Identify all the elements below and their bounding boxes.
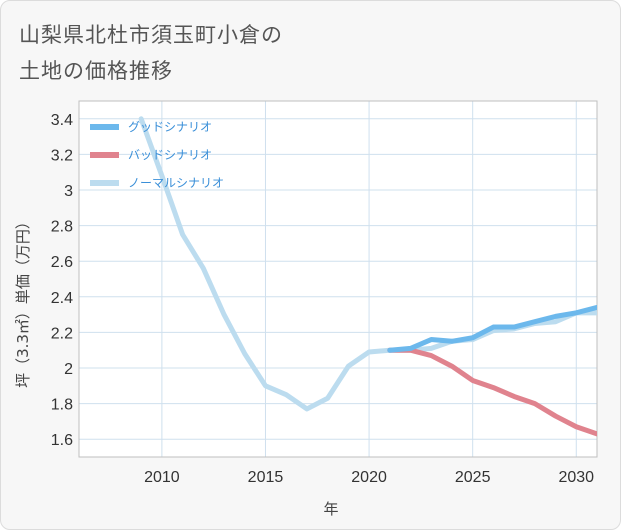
y-tick-label: 3.2 (51, 147, 73, 164)
series-line-0 (387, 304, 597, 353)
legend-label-2: ノーマルシナリオ (128, 176, 224, 190)
y-tick-label: 1.6 (51, 432, 73, 449)
y-tick-label: 1.8 (51, 397, 73, 414)
y-axis-ticks: 1.6 1.8 2 2.2 2.4 2.6 2.8 3 3.2 3.4 (51, 112, 73, 449)
x-axis-ticks: 2010 2015 2020 2025 2030 (144, 469, 594, 486)
y-tick-label: 3.4 (51, 112, 73, 129)
x-tick-label: 2030 (558, 469, 594, 486)
x-tick-label: 2020 (351, 469, 387, 486)
y-tick-label: 2.2 (51, 325, 73, 342)
x-tick-label: 2025 (455, 469, 491, 486)
y-tick-label: 2 (64, 361, 73, 378)
chart-title-line-1: 山梨県北杜市須玉町小倉の (19, 23, 283, 47)
legend-label-1: バッドシナリオ (128, 148, 212, 162)
plot-border (78, 100, 598, 458)
y-tick-label: 2.4 (51, 290, 73, 307)
series-line-1 (387, 347, 597, 437)
series-lines (138, 116, 597, 437)
legend-label-0: グッドシナリオ (128, 120, 212, 134)
chart-title-line-2: 土地の価格推移 (19, 59, 173, 83)
y-tick-label: 2.6 (51, 254, 73, 271)
x-tick-label: 2015 (248, 469, 284, 486)
y-tick-label: 2.8 (51, 219, 73, 236)
x-tick-label: 2010 (144, 469, 180, 486)
y-tick-label: 3 (64, 183, 73, 200)
x-axis-label: 年 (323, 500, 338, 518)
y-axis-label: 坪（3.3㎡）単価（万円） (14, 214, 32, 388)
